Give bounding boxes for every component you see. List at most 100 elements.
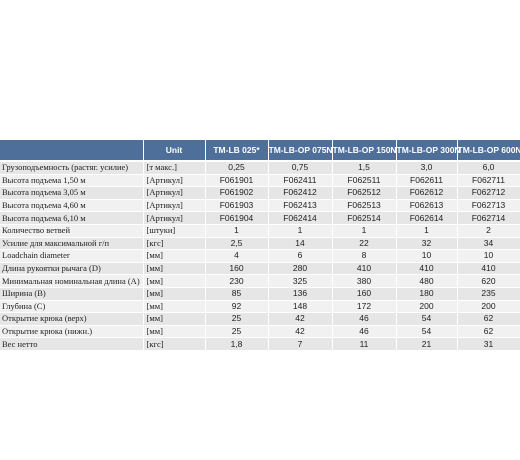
spec-table: Unit TM-LB 025* TM-LB-OP 075N TM-LB-OP 150N…	[0, 140, 520, 351]
value-cell: 10	[396, 249, 458, 263]
value-cell: 25	[205, 325, 269, 339]
value-cell: 200	[396, 300, 458, 314]
value-cell: F062613	[396, 199, 458, 213]
value-cell: 32	[396, 237, 458, 251]
value-cell: 148	[268, 300, 333, 314]
table-body: Грузоподъемность (растяг. усилие) [т макс…	[0, 161, 520, 351]
value-cell: 1	[396, 224, 458, 238]
unit-cell: [кгс]	[143, 237, 206, 251]
value-cell: 31	[457, 337, 520, 351]
value-cell: F062511	[332, 174, 397, 188]
unit-cell: [Артикул]	[143, 174, 206, 188]
row-label: Открытие крюка (верх)	[0, 312, 144, 326]
value-cell: 14	[268, 237, 333, 251]
table-row: Высота подъема 3,05 м [Артикул] F061902 F06…	[0, 186, 520, 200]
value-cell: F062712	[457, 186, 520, 200]
value-cell: F061901	[205, 174, 269, 188]
value-cell: F062612	[396, 186, 458, 200]
value-cell: 42	[268, 325, 333, 339]
value-cell: F062513	[332, 199, 397, 213]
row-label: Высота подъема 6,10 м	[0, 211, 144, 225]
value-cell: 10	[457, 249, 520, 263]
unit-cell: [Артикул]	[143, 199, 206, 213]
value-cell: F062514	[332, 211, 397, 225]
table-row: Высота подъема 4,60 м [Артикул] F061903 F06…	[0, 199, 520, 213]
value-cell: 1,5	[332, 161, 397, 175]
value-cell: 62	[457, 325, 520, 339]
header-cell: TM-LB-OP 150N	[332, 140, 397, 162]
header-row: Unit TM-LB 025* TM-LB-OP 075N TM-LB-OP 150N…	[0, 140, 520, 162]
table-row: Высота подъема 1,50 м [Артикул] F061901 F06…	[0, 174, 520, 188]
unit-cell: [кгс]	[143, 337, 206, 351]
value-cell: 34	[457, 237, 520, 251]
value-cell: F062414	[268, 211, 333, 225]
value-cell: 54	[396, 312, 458, 326]
value-cell: 62	[457, 312, 520, 326]
value-cell: 172	[332, 300, 397, 314]
value-cell: F062413	[268, 199, 333, 213]
row-label: Грузоподъемность (растяг. усилие)	[0, 161, 144, 175]
header-cell: Unit	[143, 140, 206, 162]
table-row: Глубина (C) [мм] 92 148 172 200 200	[0, 300, 520, 314]
table-row: Высота подъема 6,10 м [Артикул] F061904 F06…	[0, 211, 520, 225]
value-cell: 2,5	[205, 237, 269, 251]
value-cell: 180	[396, 287, 458, 301]
row-label: Длина рукоятки рычага (D)	[0, 262, 144, 276]
value-cell: 11	[332, 337, 397, 351]
value-cell: 7	[268, 337, 333, 351]
table-row: Длина рукоятки рычага (D) [мм] 160 280 410 41…	[0, 262, 520, 276]
value-cell: 1,8	[205, 337, 269, 351]
table-row: Количество ветвей [штуки] 1 1 1 1 2	[0, 224, 520, 238]
value-cell: 25	[205, 312, 269, 326]
table-row: Минимальная номинальная длина (A) [мм] 230…	[0, 274, 520, 288]
unit-cell: [мм]	[143, 300, 206, 314]
unit-cell: [штуки]	[143, 224, 206, 238]
table-row: Открытие крюка (верх) [мм] 25 42 46 54 62	[0, 312, 520, 326]
value-cell: F062614	[396, 211, 458, 225]
value-cell: 1	[205, 224, 269, 238]
value-cell: 410	[457, 262, 520, 276]
value-cell: F062412	[268, 186, 333, 200]
row-label: Высота подъема 3,05 м	[0, 186, 144, 200]
unit-cell: [Артикул]	[143, 211, 206, 225]
value-cell: 410	[332, 262, 397, 276]
value-cell: F062411	[268, 174, 333, 188]
value-cell: 410	[396, 262, 458, 276]
unit-cell: [мм]	[143, 262, 206, 276]
header-cell: TM-LB-OP 075N	[268, 140, 333, 162]
unit-cell: [мм]	[143, 249, 206, 263]
value-cell: 6,0	[457, 161, 520, 175]
row-label: Loadchain diameter	[0, 249, 144, 263]
header-blank	[0, 140, 144, 162]
value-cell: 2	[457, 224, 520, 238]
value-cell: 1	[268, 224, 333, 238]
row-label: Вес нетто	[0, 337, 144, 351]
value-cell: 8	[332, 249, 397, 263]
row-label: Ширина (B)	[0, 287, 144, 301]
table-row: Усилие для максимальной г/п [кгс] 2,5 14 22 3…	[0, 237, 520, 251]
value-cell: 4	[205, 249, 269, 263]
value-cell: 54	[396, 325, 458, 339]
value-cell: 280	[268, 262, 333, 276]
unit-cell: [мм]	[143, 325, 206, 339]
value-cell: 6	[268, 249, 333, 263]
table-row: Открытие крюка (нижн.) [мм] 25 42 46 54 62	[0, 325, 520, 339]
table-row: Loadchain diameter [мм] 4 6 8 10 10	[0, 249, 520, 263]
value-cell: 160	[332, 287, 397, 301]
value-cell: F062512	[332, 186, 397, 200]
value-cell: 46	[332, 312, 397, 326]
value-cell: 620	[457, 274, 520, 288]
row-label: Глубина (C)	[0, 300, 144, 314]
value-cell: F062611	[396, 174, 458, 188]
value-cell: 21	[396, 337, 458, 351]
value-cell: 3,0	[396, 161, 458, 175]
value-cell: 46	[332, 325, 397, 339]
unit-cell: [мм]	[143, 274, 206, 288]
value-cell: 85	[205, 287, 269, 301]
value-cell: F061902	[205, 186, 269, 200]
value-cell: 325	[268, 274, 333, 288]
value-cell: 480	[396, 274, 458, 288]
header-cell: TM-LB 025*	[205, 140, 269, 162]
value-cell: F062713	[457, 199, 520, 213]
